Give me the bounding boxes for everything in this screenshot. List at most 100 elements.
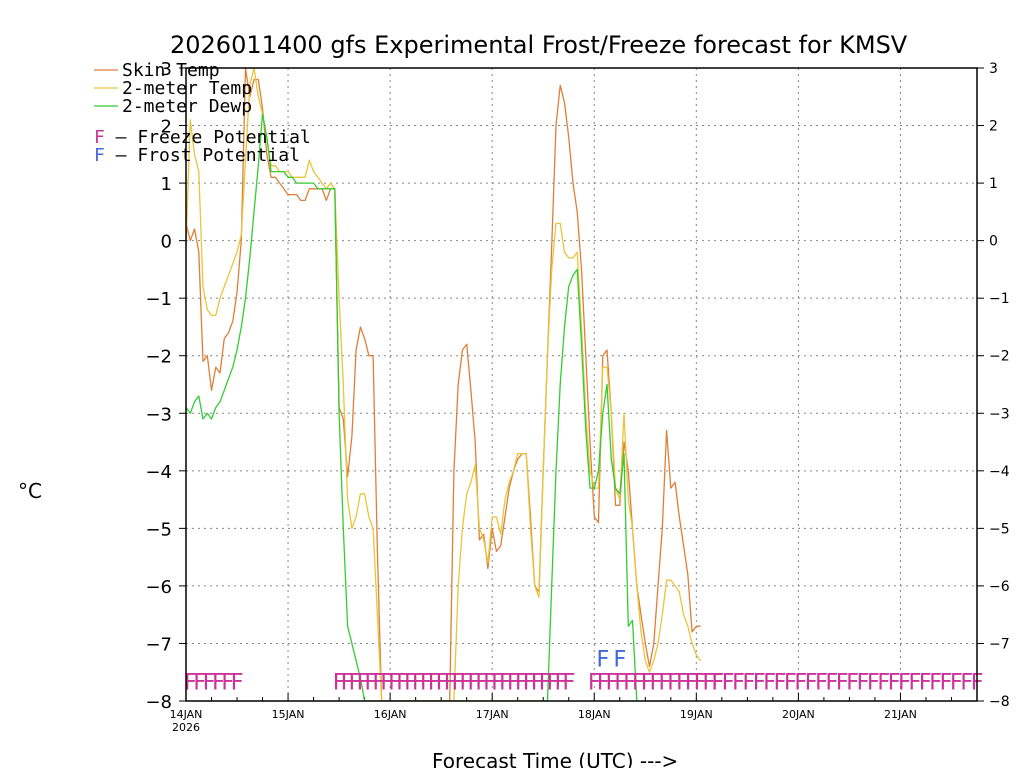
x-tick-label: 18JAN: [578, 708, 611, 721]
y-tick-label-right: 0: [989, 234, 998, 250]
freeze-marker: F: [491, 670, 504, 695]
x-tick-label: 15JAN: [272, 708, 305, 721]
freeze-marker: F: [193, 670, 206, 695]
y-tick-label: 2: [161, 117, 172, 138]
freeze-marker: F: [340, 670, 353, 695]
freeze-marker: F: [773, 670, 786, 695]
freeze-marker: F: [649, 670, 662, 695]
x-tick-label: 16JAN: [374, 708, 407, 721]
freeze-marker: F: [752, 670, 765, 695]
y-axis-ticks: 3 3 2 2 1 1 0 0 −1 −1 −2 −2 −3 −3 −4 −4 −5 −5 −6 −6 −7 −7 −8 −8: [145, 59, 1009, 713]
freeze-marker: F: [632, 670, 645, 695]
y-tick-label-right: −6: [989, 579, 1010, 595]
legend-potential: F – Freeze Potential: [94, 127, 311, 148]
y-tick-label-right: −4: [989, 464, 1010, 480]
y-tick-label: 3: [161, 59, 172, 80]
x-tick-label: 20JAN: [782, 708, 815, 721]
freeze-marker: F: [763, 670, 776, 695]
freeze-marker: F: [640, 670, 653, 695]
y-axis-label: °C: [18, 479, 42, 503]
freeze-marker: F: [538, 670, 551, 695]
freeze-marker: F: [588, 670, 601, 695]
freeze-marker: F: [443, 670, 456, 695]
y-tick-label-right: −1: [989, 291, 1010, 307]
freeze-marker: F: [348, 670, 361, 695]
freeze-marker: F: [605, 670, 618, 695]
y-tick-label-right: 1: [989, 176, 998, 192]
frost-marker: F: [596, 647, 609, 672]
y-tick-label: 1: [161, 174, 172, 195]
freeze-marker: F: [676, 670, 689, 695]
y-tick-label: −8: [145, 692, 172, 713]
y-tick-label: −7: [145, 634, 172, 655]
freeze-marker: F: [887, 670, 900, 695]
legend-label: 2-meter Temp: [122, 78, 252, 99]
freeze-marker: F: [202, 670, 215, 695]
series-lines: [186, 68, 702, 701]
freeze-marker: F: [596, 670, 609, 695]
freeze-marker: F: [562, 670, 575, 695]
x-tick-sublabel: 2026: [172, 721, 200, 734]
freeze-marker: F: [523, 670, 536, 695]
freeze-marker: F: [623, 670, 636, 695]
y-tick-label-right: −8: [989, 694, 1010, 710]
freeze-marker: F: [475, 670, 488, 695]
freeze-marker: F: [372, 670, 385, 695]
freeze-marker: F: [918, 670, 931, 695]
freeze-marker: F: [412, 670, 425, 695]
freeze-marker: F: [929, 670, 942, 695]
x-tick-label: 17JAN: [476, 708, 509, 721]
x-axis-label: Forecast Time (UTC) --->: [432, 749, 678, 768]
freeze-marker: F: [221, 670, 234, 695]
freeze-marker: F: [711, 670, 724, 695]
freeze-marker: F: [435, 670, 448, 695]
freeze-marker: F: [388, 670, 401, 695]
x-tick-label: 21JAN: [884, 708, 917, 721]
freeze-marker: F: [702, 670, 715, 695]
plot-frame: [185, 67, 978, 702]
freeze-marker: F: [396, 670, 409, 695]
legend-label: Skin Temp: [122, 60, 220, 81]
y-tick-label-right: 3: [989, 61, 998, 77]
freeze-marker: F: [825, 670, 838, 695]
y-tick-label: −5: [145, 519, 172, 540]
freeze-marker: F: [420, 670, 433, 695]
y-tick-label: −1: [145, 289, 172, 310]
y-tick-label-right: −7: [989, 636, 1010, 652]
freeze-marker: F: [950, 670, 963, 695]
freeze-marker: F: [658, 670, 671, 695]
freeze-marker: F: [721, 670, 734, 695]
grid: [186, 68, 977, 701]
y-tick-label-right: −2: [989, 349, 1010, 365]
freeze-marker: F: [732, 670, 745, 695]
freeze-marker: F: [815, 670, 828, 695]
freeze-marker: F: [960, 670, 973, 695]
freeze-marker: F: [693, 670, 706, 695]
freeze-marker: F: [499, 670, 512, 695]
y-tick-label-right: −3: [989, 406, 1010, 422]
freeze-marker: F: [856, 670, 869, 695]
freeze-marker: F: [404, 670, 417, 695]
freeze-marker: F: [846, 670, 859, 695]
freeze-marker: F: [483, 670, 496, 695]
freeze-marker: F: [530, 670, 543, 695]
legend-potential: F – Frost Potential: [94, 145, 300, 166]
freeze-marker: F: [230, 670, 243, 695]
freeze-marker: F: [467, 670, 480, 695]
freeze-marker: F: [794, 670, 807, 695]
freeze-marker: F: [867, 670, 880, 695]
y-tick-label: −6: [145, 577, 172, 598]
freeze-marker: F: [614, 670, 627, 695]
freeze-marker: F: [507, 670, 520, 695]
freeze-marker: F: [546, 670, 559, 695]
freeze-marker: F: [939, 670, 952, 695]
freeze-marker: F: [427, 670, 440, 695]
freeze-marker: F: [685, 670, 698, 695]
freeze-marker: F: [667, 670, 680, 695]
freeze-marker: F: [332, 670, 345, 695]
freeze-marker: F: [212, 670, 225, 695]
freeze-marker: F: [784, 670, 797, 695]
